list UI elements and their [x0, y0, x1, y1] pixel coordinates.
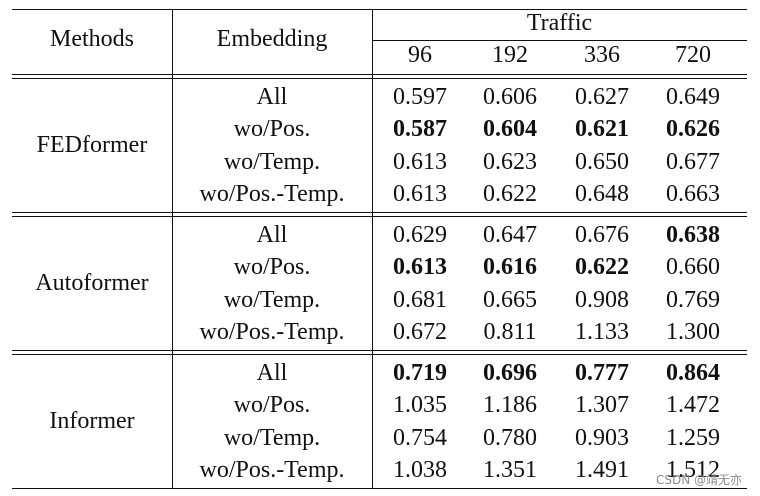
value-cell: 0.769 [666, 287, 720, 313]
group-rule [12, 216, 747, 217]
value-cell: 0.672 [393, 319, 447, 345]
value-cell: 0.681 [393, 287, 447, 313]
value-cell: 0.903 [575, 425, 629, 451]
horizon-header: 96 [408, 42, 432, 68]
method-name: Informer [49, 408, 135, 434]
embedding-cell: wo/Temp. [223, 287, 321, 313]
value-cell: 0.780 [483, 425, 537, 451]
value-cell: 0.622 [483, 181, 537, 207]
value-cell: 0.660 [666, 254, 720, 280]
column-divider [372, 9, 373, 489]
value-cell-best: 0.696 [483, 360, 537, 386]
value-cell: 0.613 [393, 149, 447, 175]
results-table: Methods Embedding Traffic 96 192 336 720… [12, 9, 747, 489]
horizon-header: 192 [492, 42, 528, 68]
value-cell-best: 0.613 [393, 254, 447, 280]
embedding-header: Embedding [216, 26, 328, 52]
embedding-cell: All [256, 84, 288, 110]
value-cell: 0.627 [575, 84, 629, 110]
value-cell-best: 0.622 [575, 254, 629, 280]
value-cell-best: 0.638 [666, 222, 720, 248]
value-cell: 0.613 [393, 181, 447, 207]
methods-header: Methods [50, 26, 134, 52]
embedding-cell: wo/Pos.-Temp. [199, 457, 345, 483]
value-cell: 0.665 [483, 287, 537, 313]
value-cell-best: 0.777 [575, 360, 629, 386]
bottom-rule [12, 488, 747, 489]
value-cell: 1.133 [575, 319, 629, 345]
method-name: FEDformer [36, 132, 148, 158]
value-cell: 0.676 [575, 222, 629, 248]
value-cell-best: 0.621 [575, 116, 629, 142]
value-cell: 1.491 [575, 457, 629, 483]
traffic-underline [372, 40, 747, 41]
top-rule [12, 9, 747, 10]
embedding-cell: All [256, 360, 288, 386]
value-cell: 0.647 [483, 222, 537, 248]
value-cell: 0.606 [483, 84, 537, 110]
value-cell: 1.512 [666, 457, 720, 483]
value-cell: 0.629 [393, 222, 447, 248]
value-cell: 0.648 [575, 181, 629, 207]
value-cell: 1.035 [393, 392, 447, 418]
header-rule [12, 74, 747, 75]
value-cell-best: 0.626 [666, 116, 720, 142]
column-divider [172, 9, 173, 489]
value-cell: 1.472 [666, 392, 720, 418]
value-cell: 1.259 [666, 425, 720, 451]
value-cell: 1.351 [483, 457, 537, 483]
value-cell: 1.307 [575, 392, 629, 418]
value-cell: 0.908 [575, 287, 629, 313]
value-cell-best: 0.864 [666, 360, 720, 386]
horizon-header: 336 [584, 42, 620, 68]
embedding-cell: wo/Pos. [233, 254, 311, 280]
value-cell: 1.038 [393, 457, 447, 483]
value-cell: 1.300 [666, 319, 720, 345]
embedding-cell: wo/Pos.-Temp. [199, 181, 345, 207]
embedding-cell: All [256, 222, 288, 248]
horizon-header: 720 [675, 42, 711, 68]
value-cell-best: 0.604 [483, 116, 537, 142]
value-cell: 0.623 [483, 149, 537, 175]
value-cell: 0.663 [666, 181, 720, 207]
dataset-header: Traffic [526, 10, 593, 36]
value-cell-best: 0.719 [393, 360, 447, 386]
value-cell-best: 0.616 [483, 254, 537, 280]
value-cell: 1.186 [483, 392, 537, 418]
value-cell: 0.649 [666, 84, 720, 110]
group-rule [12, 350, 747, 351]
embedding-cell: wo/Pos. [233, 392, 311, 418]
value-cell-best: 0.587 [393, 116, 447, 142]
value-cell: 0.811 [483, 319, 537, 345]
value-cell: 0.677 [666, 149, 720, 175]
watermark: CSDN @靖无亦 [655, 473, 742, 487]
value-cell: 0.650 [575, 149, 629, 175]
embedding-cell: wo/Temp. [223, 149, 321, 175]
header-rule [12, 78, 747, 79]
embedding-cell: wo/Pos. [233, 116, 311, 142]
embedding-cell: wo/Pos.-Temp. [199, 319, 345, 345]
group-rule [12, 354, 747, 355]
group-rule [12, 212, 747, 213]
embedding-cell: wo/Temp. [223, 425, 321, 451]
value-cell: 0.597 [393, 84, 447, 110]
method-name: Autoformer [35, 270, 149, 296]
value-cell: 0.754 [393, 425, 447, 451]
